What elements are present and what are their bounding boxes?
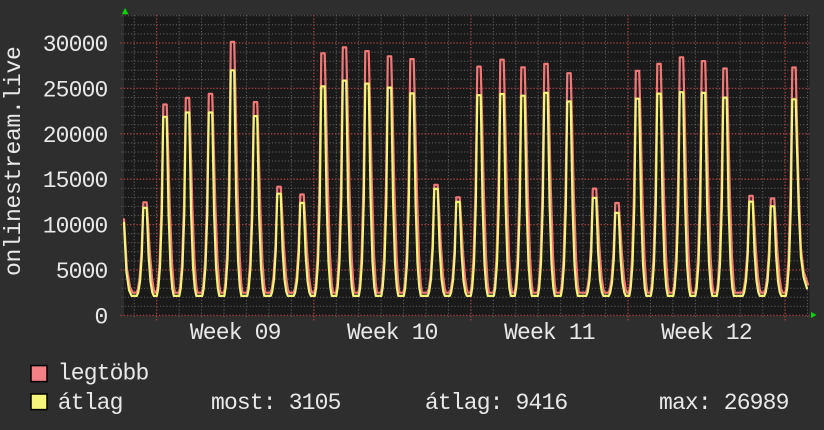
svg-text:10000: 10000	[43, 214, 108, 240]
svg-text:átlag: átlag	[58, 390, 123, 416]
svg-text:Week 12: Week 12	[661, 320, 752, 346]
svg-text:15000: 15000	[43, 168, 108, 194]
svg-text:0: 0	[95, 304, 108, 330]
svg-text:most: 3105: most: 3105	[211, 390, 341, 416]
svg-text:30000: 30000	[43, 32, 108, 58]
svg-text:onlinestream.live: onlinestream.live	[1, 46, 27, 276]
svg-text:20000: 20000	[43, 123, 108, 149]
svg-text:legtöbb: legtöbb	[58, 361, 149, 387]
svg-text:5000: 5000	[56, 259, 108, 285]
svg-text:átlag: 9416: átlag: 9416	[425, 390, 568, 416]
svg-text:Week 09: Week 09	[190, 320, 281, 346]
svg-text:Week 10: Week 10	[347, 320, 438, 346]
svg-text:25000: 25000	[43, 77, 108, 103]
svg-text:Week 11: Week 11	[504, 320, 595, 346]
svg-text:max: 26989: max: 26989	[659, 390, 789, 416]
